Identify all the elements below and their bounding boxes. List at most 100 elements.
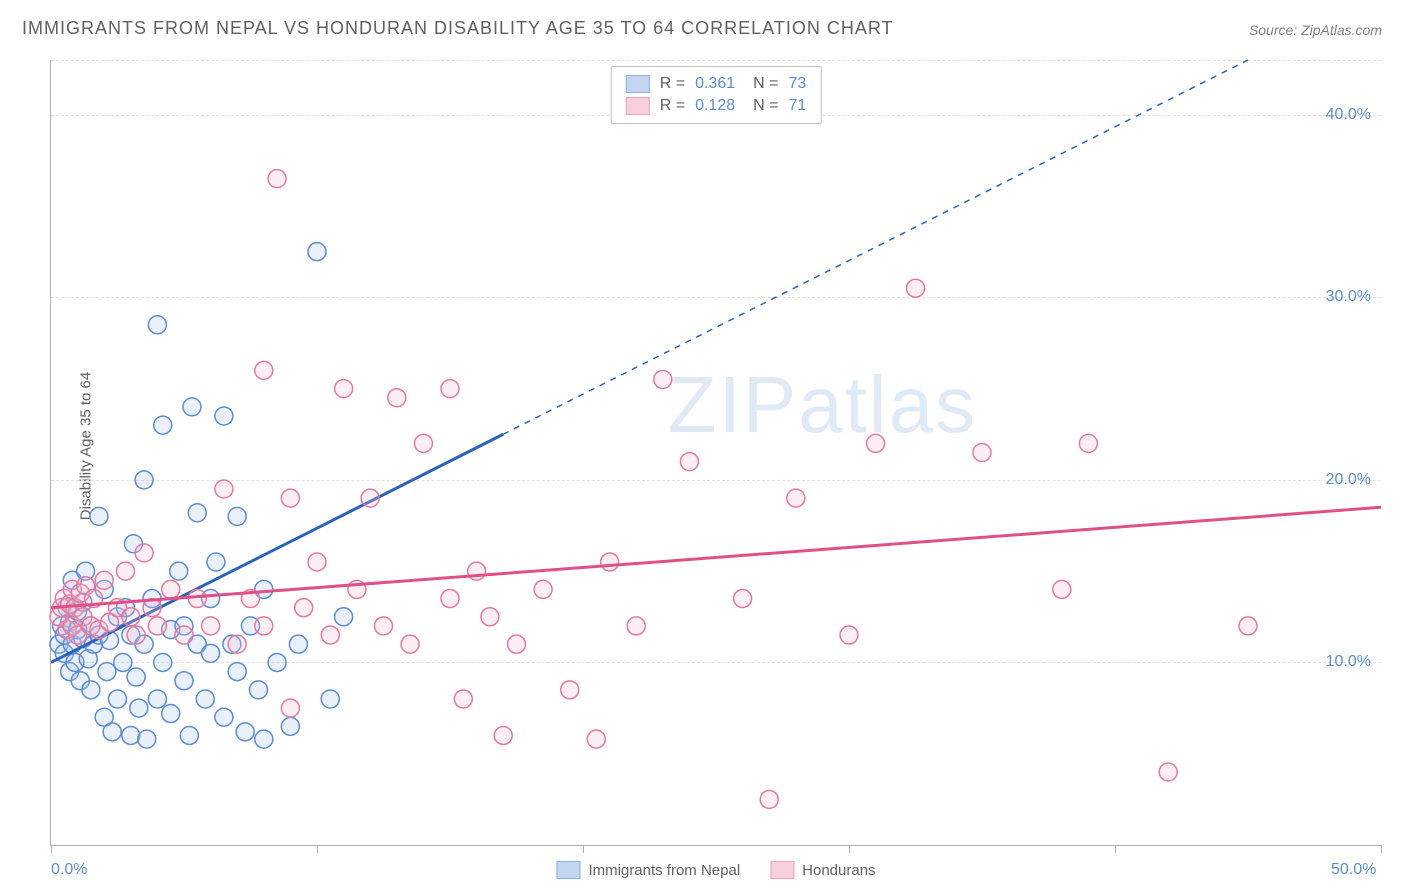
data-point [122, 726, 140, 744]
data-point [228, 507, 246, 525]
x-tick [51, 845, 52, 853]
data-point [90, 507, 108, 525]
source-label: Source: ZipAtlas.com [1249, 22, 1382, 38]
data-point [680, 453, 698, 471]
data-point [481, 608, 499, 626]
legend-r-label: R = [660, 97, 685, 115]
x-tick-label: 0.0% [51, 861, 87, 879]
correlation-legend: R = 0.361 N = 73 R = 0.128 N = 71 [611, 66, 822, 124]
data-point [335, 380, 353, 398]
legend-r-value: 0.128 [695, 97, 735, 115]
data-point [441, 380, 459, 398]
x-tick [583, 845, 584, 853]
data-point [268, 653, 286, 671]
legend-r-value: 0.361 [695, 75, 735, 93]
data-point [154, 416, 172, 434]
data-point [281, 717, 299, 735]
data-point [973, 444, 991, 462]
data-point [787, 489, 805, 507]
data-point [202, 644, 220, 662]
y-tick-label: 20.0% [1326, 471, 1371, 489]
legend-n-value: 73 [788, 75, 806, 93]
data-point [321, 690, 339, 708]
legend-row: R = 0.361 N = 73 [626, 73, 807, 95]
data-point [196, 690, 214, 708]
data-point [308, 243, 326, 261]
data-point [321, 626, 339, 644]
data-point [95, 571, 113, 589]
data-point [907, 279, 925, 297]
data-point [734, 590, 752, 608]
data-point [154, 653, 172, 671]
x-tick [849, 845, 850, 853]
data-point [289, 635, 307, 653]
legend-item: Immigrants from Nepal [556, 861, 740, 879]
data-point [1079, 434, 1097, 452]
data-point [388, 389, 406, 407]
data-point [135, 471, 153, 489]
data-point [308, 553, 326, 571]
data-point [236, 723, 254, 741]
data-point [98, 663, 116, 681]
data-point [170, 562, 188, 580]
data-point [840, 626, 858, 644]
data-point [202, 617, 220, 635]
legend-swatch [626, 75, 650, 93]
data-point [180, 726, 198, 744]
data-point [148, 316, 166, 334]
data-point [534, 580, 552, 598]
data-point [268, 170, 286, 188]
legend-label: Immigrants from Nepal [588, 862, 740, 879]
data-point [508, 635, 526, 653]
legend-swatch [556, 861, 580, 879]
data-point [255, 730, 273, 748]
data-point [335, 608, 353, 626]
plot-area: ZIPatlas R =0.361N =73R =0.128N =71 Immi… [50, 60, 1381, 846]
x-tick [1381, 845, 1382, 853]
data-point [255, 617, 273, 635]
data-point [103, 723, 121, 741]
x-tick [1115, 845, 1116, 853]
data-point [127, 626, 145, 644]
data-point [188, 504, 206, 522]
data-point [587, 730, 605, 748]
data-point [361, 489, 379, 507]
legend-n-label: N = [753, 97, 778, 115]
data-point [114, 653, 132, 671]
legend-n-label: N = [753, 75, 778, 93]
chart-title: IMMIGRANTS FROM NEPAL VS HONDURAN DISABI… [22, 18, 894, 39]
legend-swatch [770, 861, 794, 879]
series-legend: Immigrants from Nepal Hondurans [556, 861, 875, 879]
data-point [414, 434, 432, 452]
data-point [148, 617, 166, 635]
data-point [281, 699, 299, 717]
data-point [295, 599, 313, 617]
legend-n-value: 71 [788, 97, 806, 115]
legend-item: Hondurans [770, 861, 875, 879]
data-point [175, 672, 193, 690]
chart-svg [51, 60, 1381, 845]
data-point [281, 489, 299, 507]
data-point [135, 544, 153, 562]
data-point [215, 407, 233, 425]
legend-r-label: R = [660, 75, 685, 93]
data-point [654, 370, 672, 388]
y-tick-label: 40.0% [1326, 106, 1371, 124]
data-point [601, 553, 619, 571]
legend-label: Hondurans [802, 862, 875, 879]
data-point [1053, 580, 1071, 598]
data-point [183, 398, 201, 416]
data-point [627, 617, 645, 635]
data-point [109, 690, 127, 708]
data-point [116, 562, 134, 580]
y-tick-label: 10.0% [1326, 653, 1371, 671]
data-point [249, 681, 267, 699]
data-point [215, 708, 233, 726]
data-point [148, 690, 166, 708]
x-tick-label: 50.0% [1331, 861, 1376, 879]
data-point [1159, 763, 1177, 781]
trend-line [51, 507, 1381, 607]
data-point [867, 434, 885, 452]
legend-row: R = 0.128 N = 71 [626, 95, 807, 117]
data-point [122, 608, 140, 626]
